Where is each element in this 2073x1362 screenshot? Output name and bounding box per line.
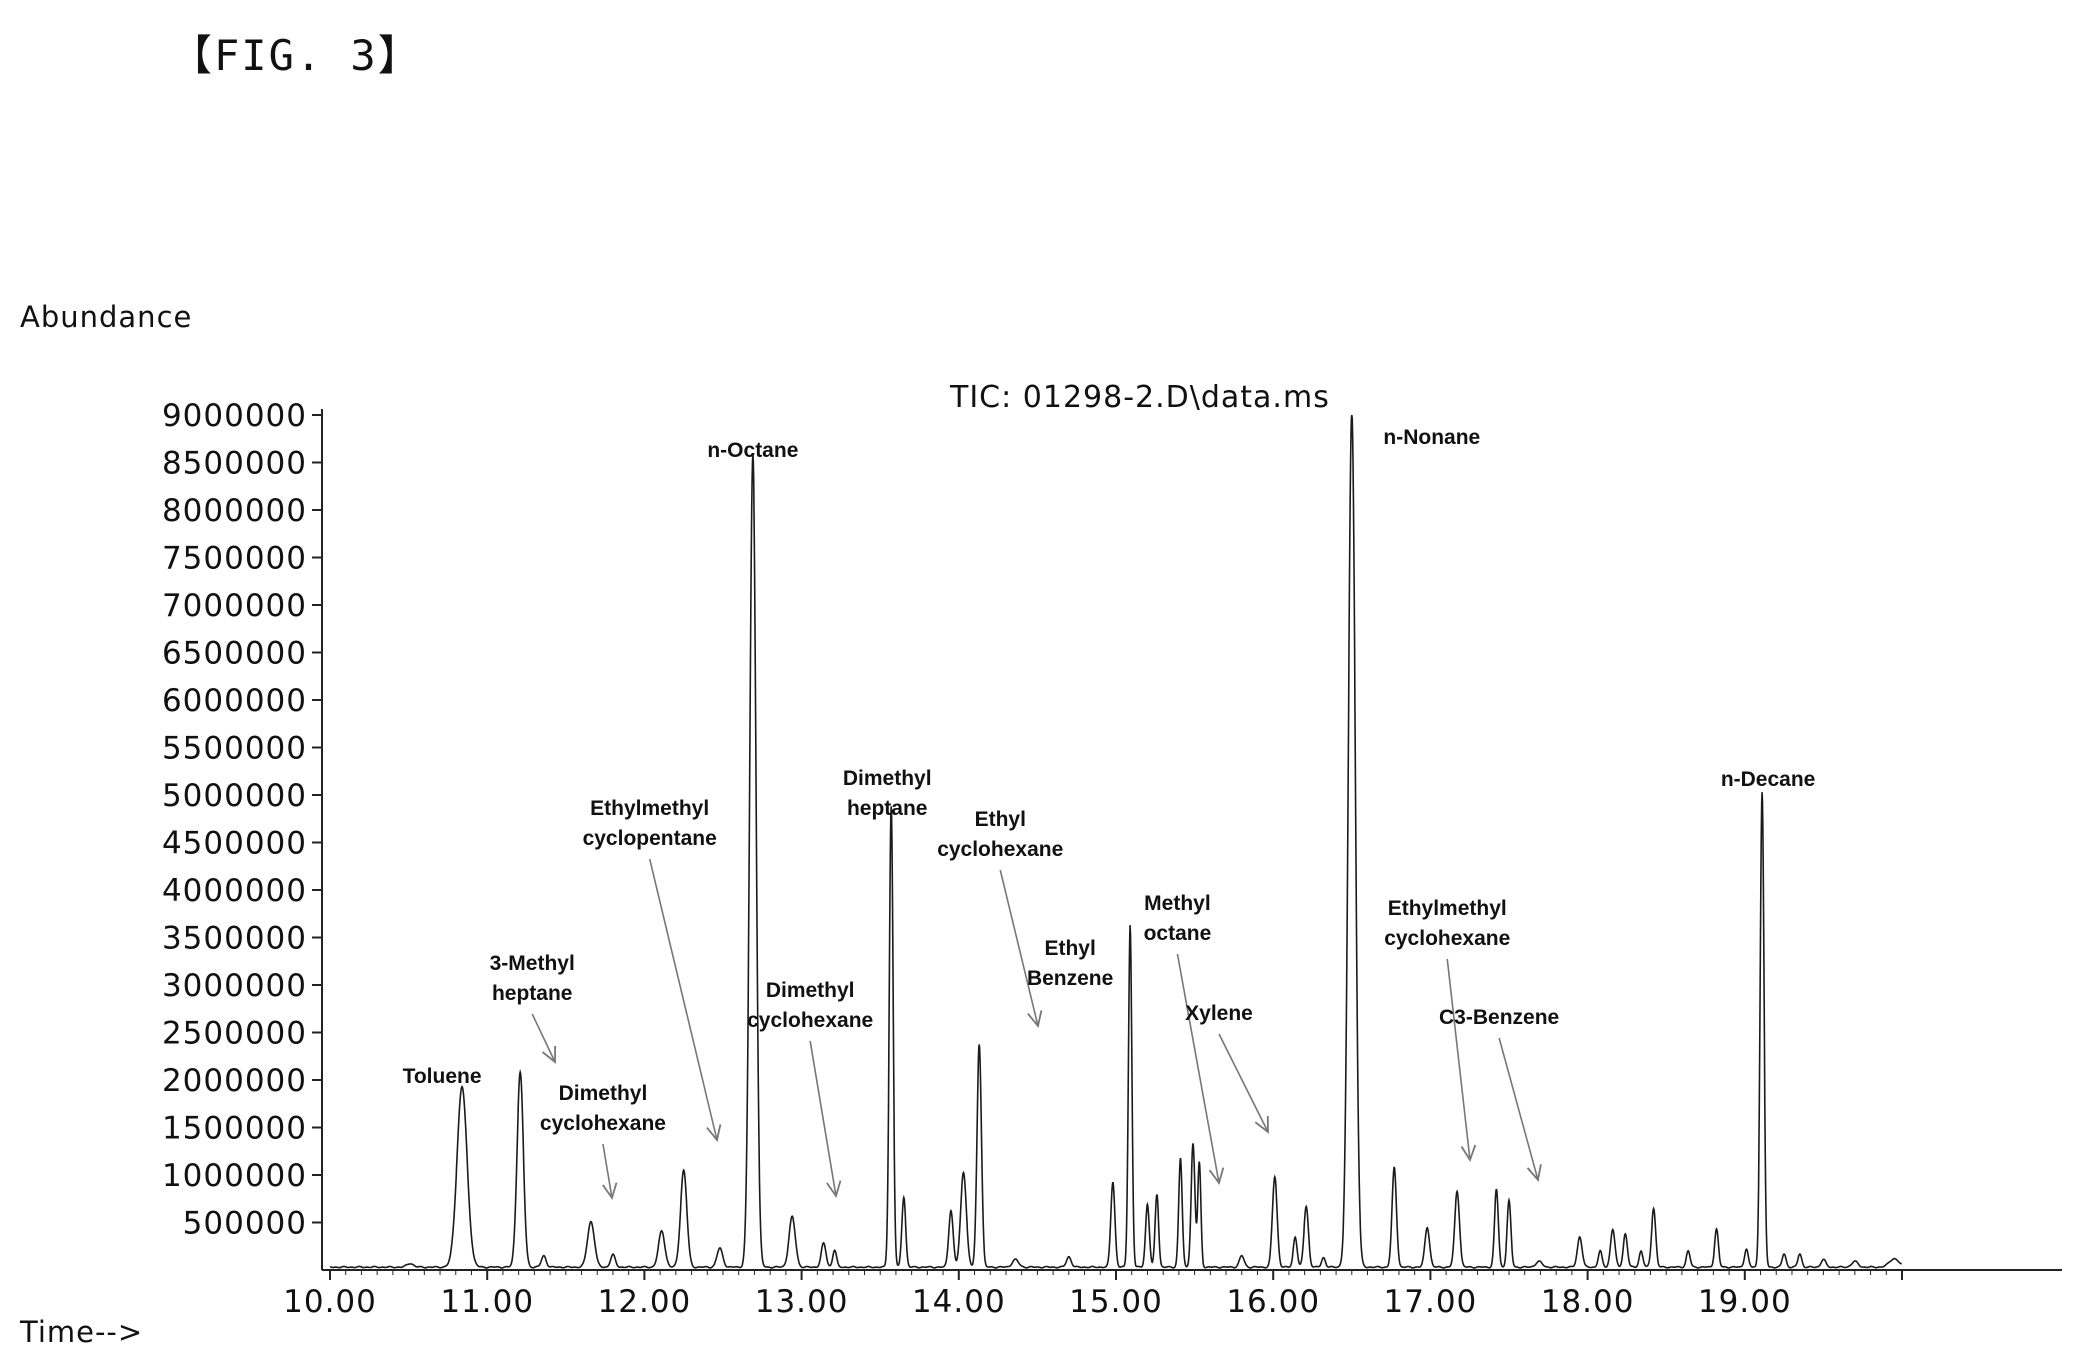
annotation-arrow	[1176, 953, 1220, 1184]
y-tick-label: 4000000	[162, 873, 307, 909]
peak-annotation-label: Ethylmethyl cyclohexane	[1384, 897, 1510, 950]
y-tick-label: 5000000	[162, 778, 307, 814]
y-tick-label: 500000	[183, 1206, 307, 1242]
y-tick-label: 1000000	[162, 1158, 307, 1194]
peak-annotation-label: Dimethyl heptane	[843, 767, 932, 820]
peak-annotation-label: n-Octane	[707, 439, 798, 462]
annotation-arrowhead	[1208, 1167, 1225, 1186]
x-axis-title: Time-->	[20, 1315, 144, 1349]
x-tick-label: 16.00	[1226, 1284, 1320, 1320]
annotation-arrowhead	[1254, 1115, 1269, 1134]
peak-annotation-label: Methyl octane	[1144, 892, 1212, 945]
annotation-arrow	[1498, 1037, 1539, 1181]
peak-annotation-label: 3-Methyl heptane	[490, 952, 575, 1005]
peak-annotation-label: Toluene	[403, 1065, 482, 1088]
x-tick-label: 18.00	[1541, 1284, 1635, 1320]
annotation-arrow	[999, 869, 1039, 1027]
y-tick-label: 9000000	[162, 398, 307, 434]
x-tick-label: 12.00	[598, 1284, 692, 1320]
x-tick-label: 10.00	[283, 1284, 377, 1320]
x-tick-label: 13.00	[755, 1284, 849, 1320]
peak-annotation-label: Xylene	[1185, 1002, 1253, 1025]
annotation-arrow	[648, 858, 718, 1141]
chart-axes: 500000 1000000 1500000 2000000 2500000 300000…	[162, 398, 2062, 1320]
y-tick-label: 3500000	[162, 921, 307, 957]
tic-trace-line	[329, 414, 1903, 1269]
annotation-arrow	[809, 1040, 837, 1197]
chart-title: TIC: 01298-2.D\data.ms	[950, 380, 1330, 415]
figure-label: 【FIG. 3】	[170, 31, 422, 80]
x-tick-label: 14.00	[912, 1284, 1006, 1320]
x-tick-label: 15.00	[1069, 1284, 1163, 1320]
y-tick-label: 6000000	[162, 683, 307, 719]
peak-annotation-label: n-Decane	[1721, 768, 1816, 791]
y-tick-label: 8500000	[162, 446, 307, 482]
annotation-arrowhead	[706, 1124, 722, 1143]
y-tick-label: 3000000	[162, 968, 307, 1004]
x-tick-label: 17.00	[1384, 1284, 1478, 1320]
y-tick-label: 4500000	[162, 826, 307, 862]
peak-annotation-label: Ethylmethyl cyclopentane	[583, 797, 717, 850]
peak-annotation-label: Dimethyl cyclohexane	[540, 1082, 666, 1135]
annotation-arrow	[602, 1143, 613, 1199]
annotation-arrowhead	[1526, 1164, 1542, 1183]
annotation-arrow	[1218, 1033, 1269, 1133]
x-tick-label: 11.00	[440, 1284, 534, 1320]
x-tick-label: 19.00	[1698, 1284, 1792, 1320]
y-tick-label: 8000000	[162, 493, 307, 529]
annotation-arrow	[1446, 958, 1471, 1161]
annotation-arrowhead	[826, 1180, 842, 1199]
peak-annotation-label: Dimethyl cyclohexane	[747, 979, 873, 1032]
annotation-arrowhead	[1027, 1010, 1043, 1029]
peak-annotation-label: C3-Benzene	[1439, 1006, 1559, 1029]
peak-annotation-label: n-Nonane	[1383, 426, 1480, 449]
y-tick-label: 5500000	[162, 731, 307, 767]
y-tick-label: 6500000	[162, 636, 307, 672]
y-tick-label: 1500000	[162, 1111, 307, 1147]
annotation-arrowhead	[541, 1045, 556, 1064]
y-axis-title: Abundance	[20, 300, 193, 334]
annotation-arrowhead	[1460, 1144, 1477, 1163]
annotation-arrowhead	[602, 1182, 618, 1201]
peak-annotation-label: Ethyl cyclohexane	[937, 808, 1063, 861]
peak-annotations: Toluene 3-Methyl heptane Dimethyl cyclohexan…	[403, 426, 1816, 1201]
y-tick-label: 7000000	[162, 588, 307, 624]
peak-annotation-label: Ethyl Benzene	[1027, 937, 1113, 990]
tic-trace	[329, 414, 1903, 1269]
annotation-arrow	[531, 1013, 556, 1063]
y-tick-label: 2500000	[162, 1016, 307, 1052]
y-tick-label: 7500000	[162, 541, 307, 577]
y-tick-label: 2000000	[162, 1063, 307, 1099]
